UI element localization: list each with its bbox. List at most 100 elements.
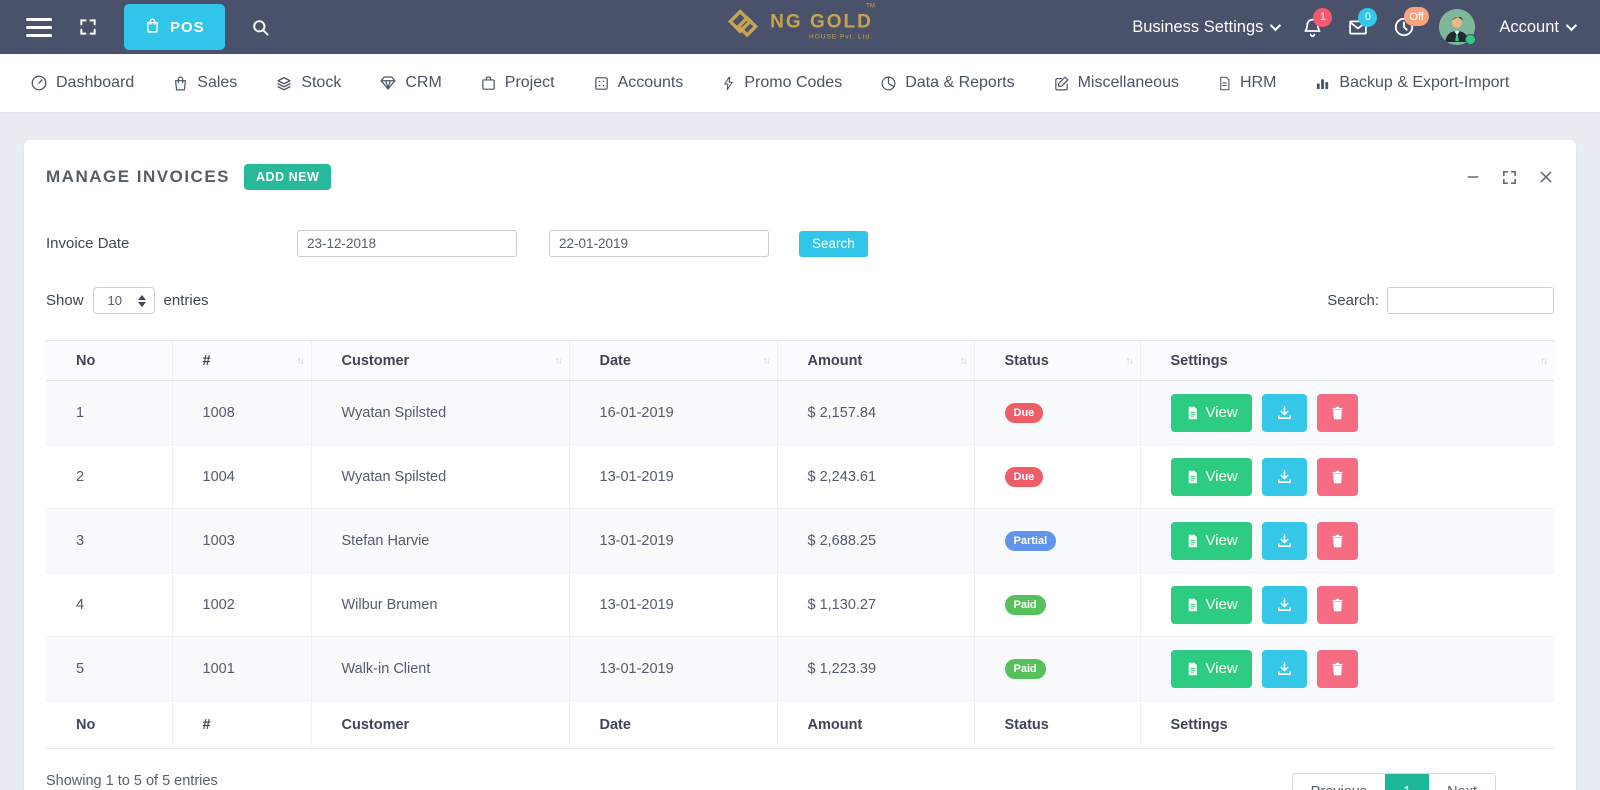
invoices-table: No # ↑↓ Customer ↑↓ Date ↑↓ Amount ↑↓ Status ↑↓ Set… (46, 340, 1554, 749)
view-button[interactable]: View (1170, 393, 1252, 432)
shopping-bag-icon (144, 17, 161, 38)
column-header-amount[interactable]: Amount ↑↓ (777, 340, 975, 381)
view-button[interactable]: View (1170, 585, 1252, 624)
column-header-status[interactable]: Status (974, 700, 1141, 749)
column-header-ref[interactable]: # ↑↓ (172, 340, 312, 381)
collapse-icon[interactable] (1465, 169, 1481, 185)
download-icon (1276, 404, 1293, 421)
table-row: 4 1002 Wilbur Brumen 13-01-2019 $ 1,130.27 Pa… (46, 572, 1554, 637)
messages-menu[interactable]: 0 (1347, 7, 1378, 38)
reports-icon (880, 75, 897, 92)
menu-icon[interactable] (26, 17, 52, 37)
current-page-button[interactable]: 1 (1385, 774, 1430, 790)
nav-item-project[interactable]: Project (480, 74, 555, 92)
view-button[interactable]: View (1170, 649, 1252, 688)
delete-button[interactable] (1316, 457, 1358, 496)
accounts-icon (593, 75, 610, 92)
hrm-icon (1217, 75, 1232, 92)
delete-button[interactable] (1316, 521, 1358, 560)
trash-icon (1330, 469, 1345, 485)
cell-amount: $ 2,157.84 (777, 380, 975, 445)
manage-invoices-panel: MANAGE INVOICES ADD NEW Invoice Date Sea… (24, 140, 1576, 790)
search-icon[interactable] (251, 18, 270, 37)
view-button[interactable]: View (1170, 457, 1252, 496)
column-header-customer[interactable]: Customer (311, 700, 570, 749)
bell-icon (1304, 18, 1321, 37)
download-button[interactable] (1261, 649, 1307, 688)
notifications-bell[interactable]: 1 (1302, 7, 1333, 38)
cell-settings: View (1140, 444, 1554, 509)
cell-ref: 1008 (172, 380, 312, 445)
status-badge: Partial (1004, 530, 1057, 551)
next-page-button[interactable]: Next (1429, 774, 1495, 790)
download-button[interactable] (1261, 393, 1307, 432)
nav-item-stock[interactable]: Stock (275, 74, 341, 92)
column-header-date[interactable]: Date (569, 700, 778, 749)
project-icon (480, 75, 497, 92)
table-search-input[interactable] (1387, 287, 1554, 314)
column-header-settings[interactable]: Settings (1140, 700, 1554, 749)
expand-icon[interactable] (1501, 169, 1518, 186)
previous-page-button[interactable]: Previous (1292, 774, 1386, 790)
column-header-customer[interactable]: Customer ↑↓ (311, 340, 570, 381)
view-button[interactable]: View (1170, 521, 1252, 560)
business-settings-menu[interactable]: Business Settings (1132, 18, 1282, 37)
download-button[interactable] (1261, 457, 1307, 496)
cell-date: 13-01-2019 (569, 508, 778, 573)
nav-item-accounts[interactable]: Accounts (593, 74, 683, 92)
sort-icon[interactable]: ↑↓ (1540, 355, 1548, 366)
column-header-settings[interactable]: Settings ↑↓ (1140, 340, 1554, 381)
page-title: MANAGE INVOICES (46, 167, 231, 186)
download-icon (1276, 468, 1293, 485)
date-from-input[interactable] (297, 230, 517, 257)
sort-icon[interactable]: ↑↓ (762, 355, 771, 366)
nav-item-promo-codes[interactable]: Promo Codes (721, 74, 842, 92)
pagination: Previous 1 Next (1291, 773, 1496, 790)
cell-amount: $ 1,130.27 (777, 572, 975, 637)
status-badge: Due (1004, 466, 1044, 487)
nav-item-crm[interactable]: CRM (379, 74, 442, 92)
column-header-amount[interactable]: Amount (777, 700, 975, 749)
nav-item-data-reports[interactable]: Data & Reports (880, 74, 1015, 92)
delete-button[interactable] (1316, 649, 1358, 688)
sort-icon[interactable]: ↑↓ (959, 355, 968, 366)
pos-button[interactable]: POS (124, 4, 225, 50)
page-size-select[interactable]: 10 (92, 287, 155, 314)
nav-item-dashboard[interactable]: Dashboard (30, 74, 134, 92)
show-label: Show (46, 292, 84, 309)
sort-icon[interactable]: ↑↓ (296, 355, 305, 366)
column-header-status[interactable]: Status ↑↓ (974, 340, 1141, 381)
download-button[interactable] (1261, 521, 1307, 560)
cell-settings: View (1140, 636, 1554, 701)
fullscreen-icon[interactable] (78, 17, 98, 37)
column-header-ref[interactable]: # (172, 700, 312, 749)
avatar[interactable] (1439, 9, 1477, 45)
column-header-date[interactable]: Date ↑↓ (569, 340, 778, 381)
table-row: 1 1008 Wyatan Spilsted 16-01-2019 $ 2,157.84… (46, 380, 1554, 445)
date-to-input[interactable] (549, 230, 769, 257)
date-search-button[interactable]: Search (799, 230, 868, 257)
sort-icon[interactable]: ↑↓ (554, 355, 563, 366)
cell-date: 16-01-2019 (569, 380, 778, 445)
cell-ref: 1001 (172, 636, 312, 701)
clock-menu[interactable]: Off (1393, 7, 1429, 38)
main-nav: Dashboard Sales Stock CRM Project Accounts Pro… (0, 54, 1600, 112)
trash-icon (1330, 533, 1345, 549)
nav-item-miscellaneous[interactable]: Miscellaneous (1053, 74, 1179, 92)
online-status-dot (1465, 34, 1477, 45)
cell-status: Paid (974, 636, 1141, 701)
delete-button[interactable] (1316, 585, 1358, 624)
nav-item-hrm[interactable]: HRM (1217, 74, 1276, 92)
account-menu[interactable]: Account (1499, 18, 1578, 37)
add-new-button[interactable]: ADD NEW (244, 164, 332, 190)
nav-item-backup-export-import[interactable]: Backup & Export-Import (1314, 74, 1509, 92)
download-button[interactable] (1261, 585, 1307, 624)
dashboard-icon (30, 74, 48, 92)
sort-icon[interactable]: ↑↓ (1125, 355, 1134, 366)
cell-no: 2 (46, 444, 173, 509)
delete-button[interactable] (1316, 393, 1358, 432)
file-icon (1185, 533, 1200, 549)
nav-item-sales[interactable]: Sales (172, 74, 237, 92)
chevron-down-icon (1270, 19, 1282, 32)
close-icon[interactable] (1538, 169, 1554, 185)
